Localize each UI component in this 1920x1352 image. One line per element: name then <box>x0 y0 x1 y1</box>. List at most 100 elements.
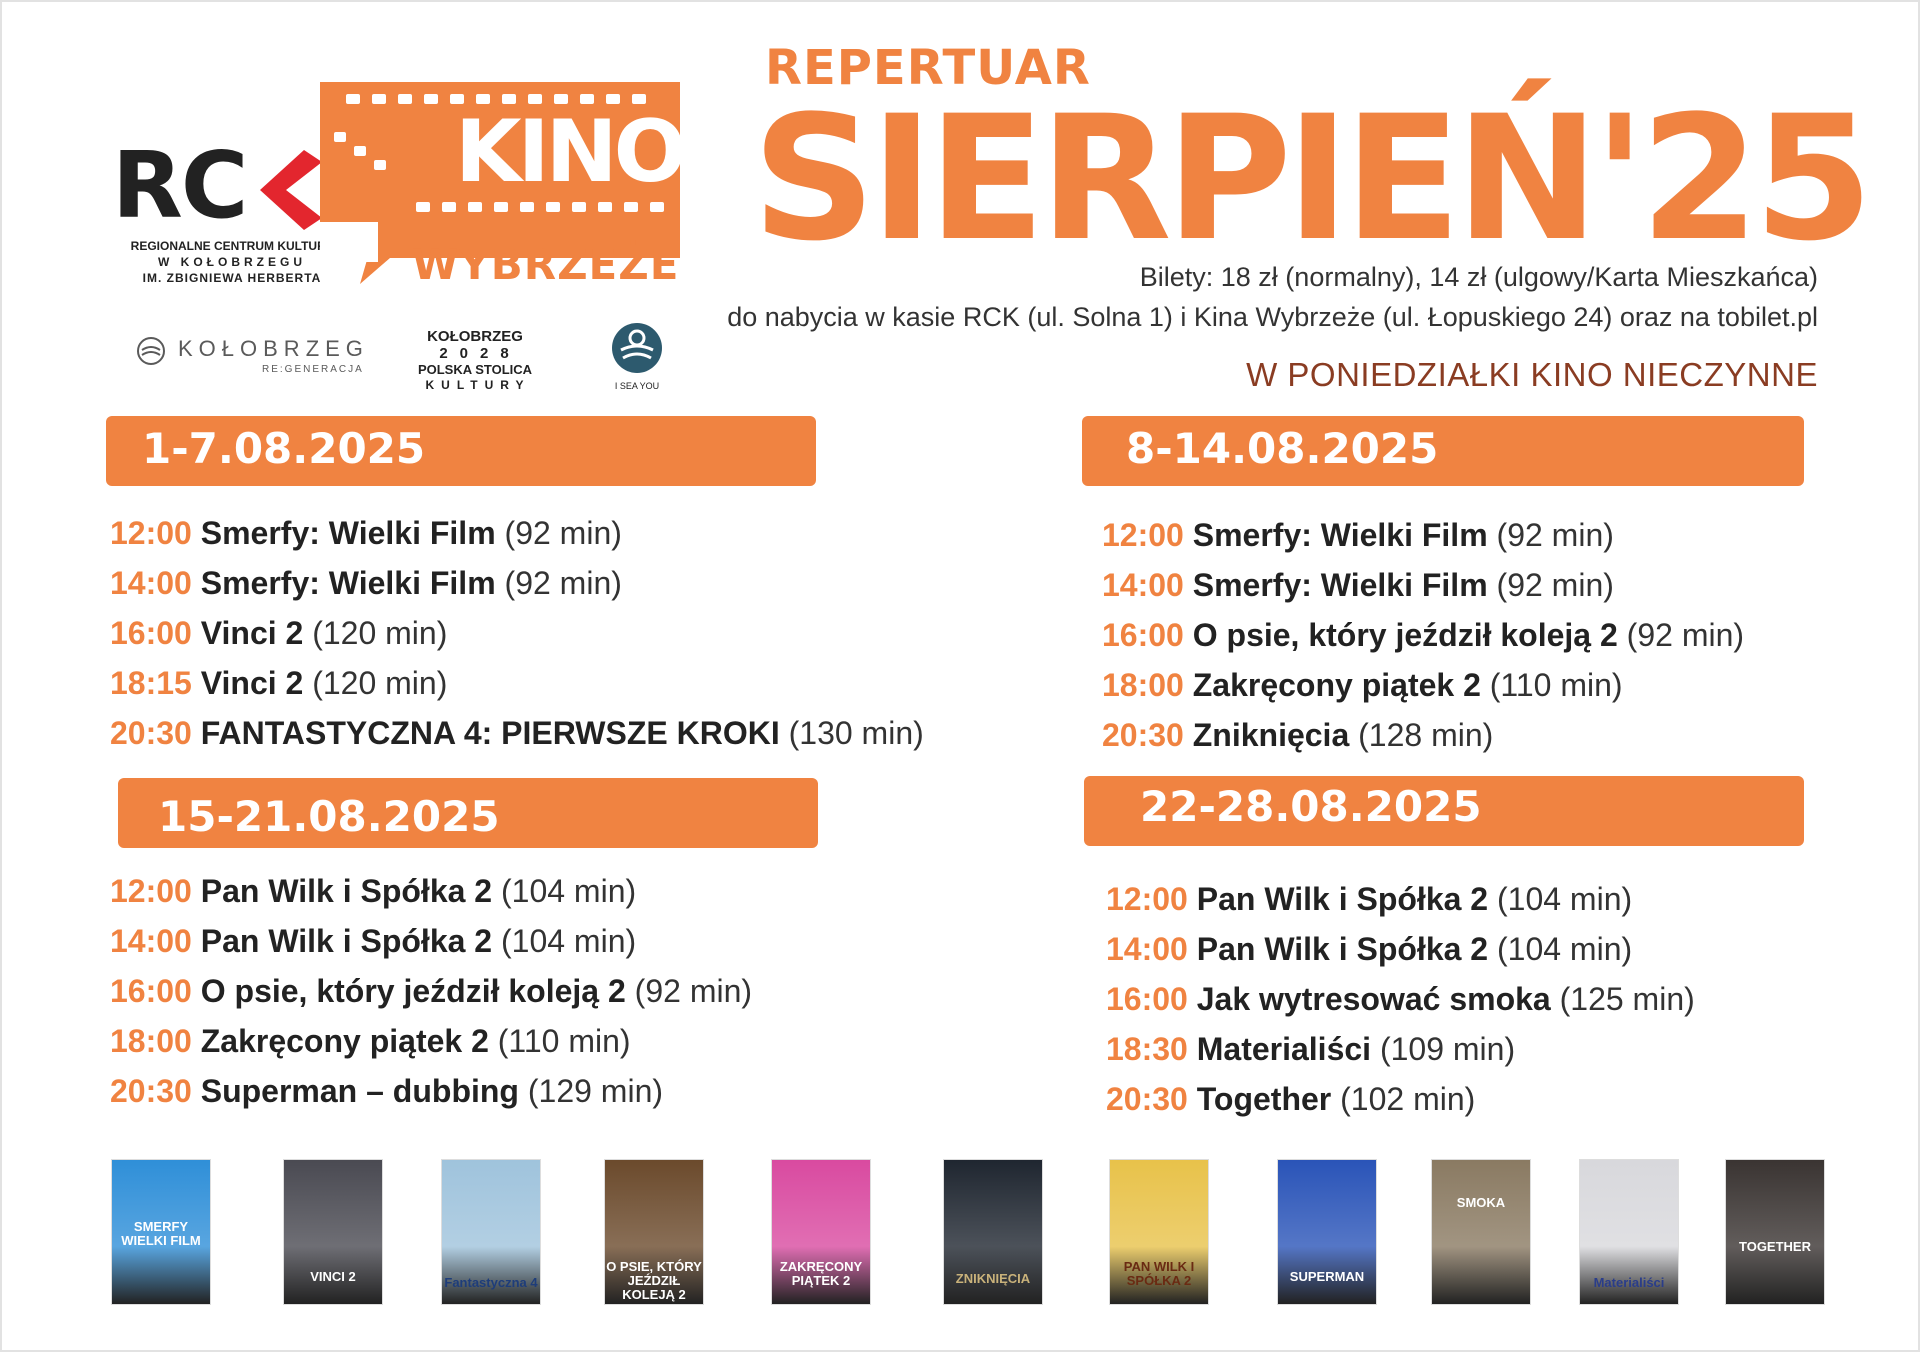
show-duration: (110 min) <box>497 1023 631 1059</box>
week-2-list: 12:00 Smerfy: Wielki Film (92 min) 14:00… <box>1102 510 1744 760</box>
kolobrzeg-name: KOŁOBRZEG <box>178 336 369 361</box>
wybrzeze-word: WYBRZEŻE <box>412 240 680 289</box>
stolica-line-2: 2028 <box>439 345 521 362</box>
kolobrzeg-sub: RE:GENERACJA <box>262 364 364 375</box>
poster-label: ZAKRĘCONY PIĄTEK 2 <box>779 1259 863 1288</box>
stolica-line-3: POLSKA STOLICA <box>417 362 533 377</box>
poster-strip: SMERFY WIELKI FILM VINCI 2 Fantastyczna … <box>112 1160 1832 1308</box>
show-row: 20:30 FANTASTYCZNA 4: PIERWSZE KROKI (13… <box>110 708 924 758</box>
monday-closed-notice: W PONIEDZIAŁKI KINO NIECZYNNE <box>1246 356 1818 393</box>
show-row: 20:30 Together (102 min) <box>1106 1074 1695 1124</box>
show-duration: (129 min) <box>527 1073 664 1109</box>
kino-word: KINO <box>455 102 687 202</box>
show-duration: (102 min) <box>1340 1081 1476 1117</box>
show-title: Zakręcony piątek 2 <box>200 1023 489 1059</box>
show-title: Pan Wilk i Spółka 2 <box>200 923 493 959</box>
poster-label: O PSIE, KTÓRY JEŹDZIŁ KOLEJĄ 2 <box>606 1259 702 1302</box>
poster-vinci: VINCI 2 <box>284 1160 382 1304</box>
show-duration: (92 min) <box>634 973 753 1009</box>
week-4-list: 12:00 Pan Wilk i Spółka 2 (104 min) 14:0… <box>1106 874 1695 1124</box>
show-title: FANTASTYCZNA 4: PIERWSZE KROKI <box>200 715 780 751</box>
show-time: 18:00 <box>1102 667 1184 703</box>
poster-pan-wilk: PAN WILK I SPÓŁKA 2 <box>1110 1160 1208 1304</box>
show-title: Smerfy: Wielki Film <box>1192 567 1488 603</box>
poster-label: SMOKA <box>1456 1195 1506 1210</box>
show-row: 12:00 Pan Wilk i Spółka 2 (104 min) <box>1106 874 1695 924</box>
show-row: 16:00 Jak wytresować smoka (125 min) <box>1106 974 1695 1024</box>
week-4-bar: 22-28.08.2025 <box>1084 776 1804 846</box>
i-sea-you-logo: I SEA YOU <box>604 322 670 391</box>
show-row: 12:00 Smerfy: Wielki Film (92 min) <box>110 508 924 558</box>
show-time: 14:00 <box>110 923 192 959</box>
show-row: 14:00 Smerfy: Wielki Film (92 min) <box>1102 560 1744 610</box>
rck-subtitle-line-3: IM. ZBIGNIEWA HERBERTA <box>142 271 322 285</box>
poster-materialisci: Materialiści <box>1580 1160 1678 1304</box>
ticket-sales-info: do nabycia w kasie RCK (ul. Solna 1) i K… <box>727 302 1818 332</box>
show-title: O psie, który jeździł koleją 2 <box>1192 617 1618 653</box>
show-row: 18:00 Zakręcony piątek 2 (110 min) <box>110 1016 752 1066</box>
show-row: 18:15 Vinci 2 (120 min) <box>110 658 924 708</box>
show-row: 14:00 Smerfy: Wielki Film (92 min) <box>110 558 924 608</box>
rck-logo-letters: RC <box>112 132 248 239</box>
kolobrzeg-2028-logo: KOŁOBRZEG 2028 POLSKA STOLICA KULTURY <box>410 328 540 393</box>
show-time: 12:00 <box>110 515 192 551</box>
show-duration: (120 min) <box>312 665 448 701</box>
show-title: Materialiści <box>1196 1031 1372 1067</box>
show-time: 20:30 <box>1102 717 1184 753</box>
poster-label: TOGETHER <box>1739 1239 1811 1254</box>
show-time: 16:00 <box>110 973 192 1009</box>
show-duration: (92 min) <box>1496 517 1614 553</box>
i-sea-you-label: I SEA YOU <box>614 381 660 391</box>
kino-wybrzeze-logo: KINO WYBRZEŻE <box>320 72 690 292</box>
show-row: 20:30 Zniknięcia (128 min) <box>1102 710 1744 760</box>
week-4-label: 22-28.08.2025 <box>1140 782 1482 831</box>
show-duration: (104 min) <box>500 923 637 959</box>
i-sea-you-emblem-icon <box>612 323 662 373</box>
show-title: Smerfy: Wielki Film <box>1192 517 1488 553</box>
show-title: Pan Wilk i Spółka 2 <box>1196 881 1489 917</box>
show-time: 20:30 <box>110 1073 192 1109</box>
show-duration: (104 min) <box>1496 931 1633 967</box>
poster-label: SMERFY WIELKI FILM <box>121 1219 201 1248</box>
show-time: 18:00 <box>110 1023 192 1059</box>
rck-subtitle: REGIONALNE CENTRUM KULTURY W KOŁOBRZEGU … <box>112 238 352 286</box>
show-row: 16:00 O psie, który jeździł koleją 2 (92… <box>110 966 752 1016</box>
show-title: O psie, który jeździł koleją 2 <box>200 973 626 1009</box>
show-title: Together <box>1196 1081 1332 1117</box>
show-title: Smerfy: Wielki Film <box>200 515 496 551</box>
show-time: 14:00 <box>1106 931 1188 967</box>
show-time: 16:00 <box>1106 981 1188 1017</box>
stolica-line-4: KULTURY <box>425 378 531 392</box>
poster-o-psie: O PSIE, KTÓRY JEŹDZIŁ KOLEJĄ 2 <box>605 1160 703 1304</box>
week-1-label: 1-7.08.2025 <box>142 424 426 473</box>
show-title: Smerfy: Wielki Film <box>200 565 496 601</box>
show-title: Superman – dubbing <box>200 1073 519 1109</box>
show-duration: (104 min) <box>1496 881 1633 917</box>
show-time: 16:00 <box>1102 617 1184 653</box>
show-row: 20:30 Superman – dubbing (129 min) <box>110 1066 752 1116</box>
show-title: Pan Wilk i Spółka 2 <box>1196 931 1489 967</box>
show-row: 16:00 O psie, który jeździł koleją 2 (92… <box>1102 610 1744 660</box>
show-duration: (128 min) <box>1358 717 1494 753</box>
show-title: Vinci 2 <box>200 665 304 701</box>
poster-label: SUPERMAN <box>1289 1269 1365 1284</box>
show-row: 18:30 Materialiści (109 min) <box>1106 1024 1695 1074</box>
month-title: SIERPIEŃ'25 <box>752 78 1873 279</box>
show-time: 20:30 <box>1106 1081 1188 1117</box>
week-1-bar: 1-7.08.2025 <box>106 416 816 486</box>
show-time: 12:00 <box>110 873 192 909</box>
show-time: 16:00 <box>110 615 192 651</box>
show-title: Jak wytresować smoka <box>1196 981 1551 1017</box>
film-strip-icon <box>320 82 680 284</box>
poster-znikniecia: ZNIKNIĘCIA <box>944 1160 1042 1304</box>
show-row: 14:00 Pan Wilk i Spółka 2 (104 min) <box>1106 924 1695 974</box>
poster-label: VINCI 2 <box>310 1269 356 1284</box>
show-row: 12:00 Pan Wilk i Spółka 2 (104 min) <box>110 866 752 916</box>
week-3-label: 15-21.08.2025 <box>158 792 500 841</box>
show-row: 16:00 Vinci 2 (120 min) <box>110 608 924 658</box>
show-title: Zakręcony piątek 2 <box>1192 667 1481 703</box>
show-time: 12:00 <box>1102 517 1184 553</box>
kolobrzeg-emblem-icon <box>137 337 165 365</box>
show-time: 14:00 <box>110 565 192 601</box>
